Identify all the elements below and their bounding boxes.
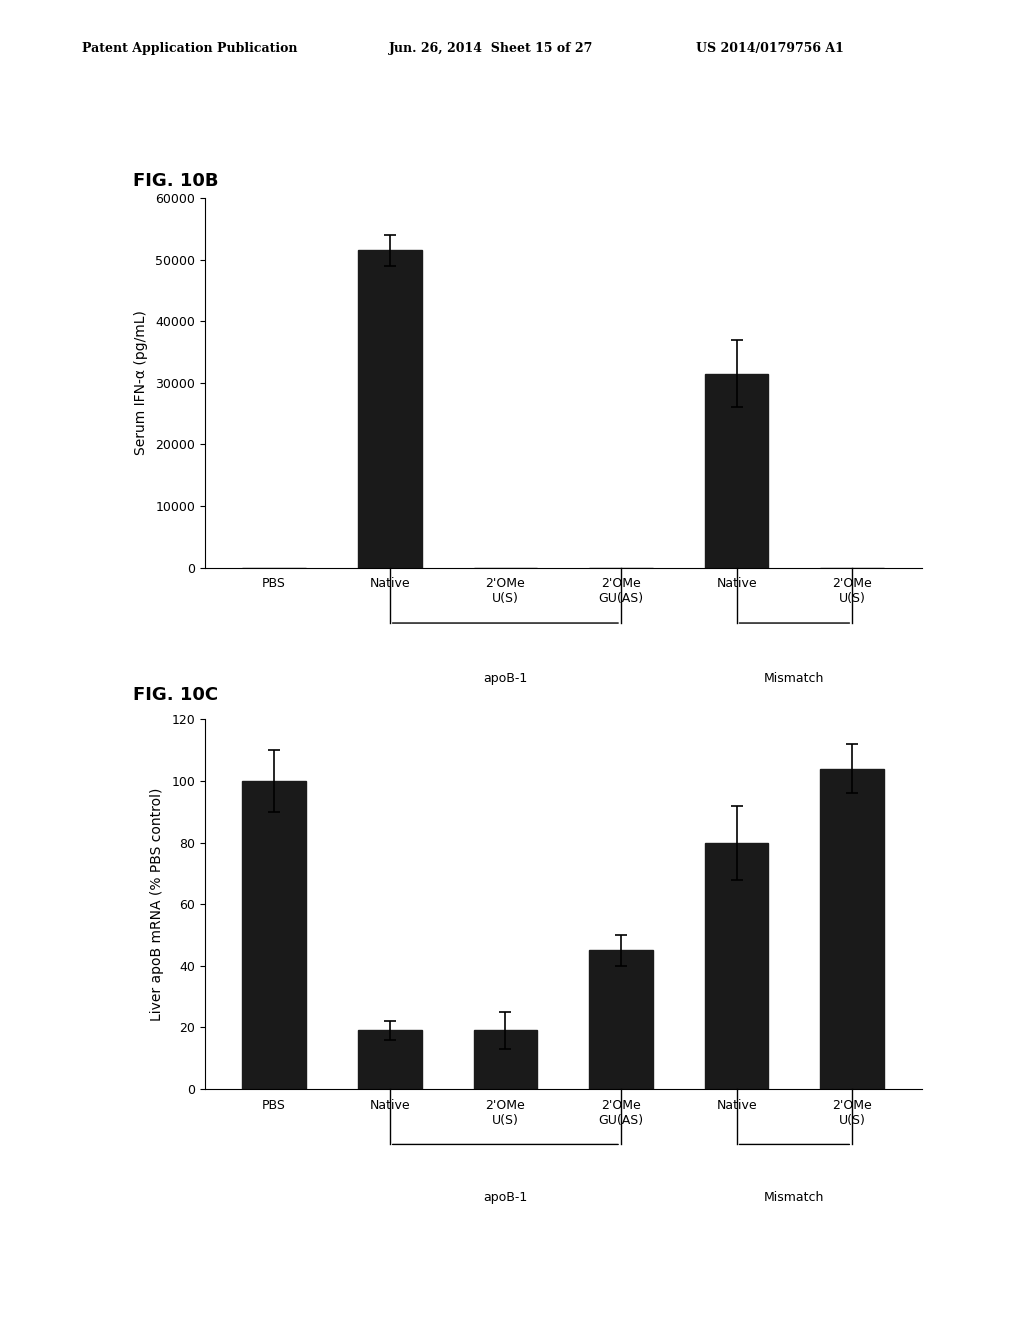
Bar <box>243 781 306 1089</box>
Text: FIG. 10B: FIG. 10B <box>133 172 218 190</box>
Bar <box>705 374 768 568</box>
Bar <box>473 1031 538 1089</box>
Bar <box>589 950 653 1089</box>
Bar <box>705 842 768 1089</box>
Bar <box>820 768 884 1089</box>
Text: Patent Application Publication: Patent Application Publication <box>82 42 297 55</box>
Text: Mismatch: Mismatch <box>764 672 824 685</box>
Bar <box>358 251 422 568</box>
Y-axis label: Serum IFN-α (pg/mL): Serum IFN-α (pg/mL) <box>134 310 148 455</box>
Text: apoB-1: apoB-1 <box>483 1191 527 1204</box>
Text: Mismatch: Mismatch <box>764 1191 824 1204</box>
Y-axis label: Liver apoB mRNA (% PBS control): Liver apoB mRNA (% PBS control) <box>151 788 164 1020</box>
Text: Jun. 26, 2014  Sheet 15 of 27: Jun. 26, 2014 Sheet 15 of 27 <box>389 42 594 55</box>
Bar <box>358 1031 422 1089</box>
Text: apoB-1: apoB-1 <box>483 672 527 685</box>
Text: US 2014/0179756 A1: US 2014/0179756 A1 <box>696 42 844 55</box>
Text: FIG. 10C: FIG. 10C <box>133 686 218 705</box>
